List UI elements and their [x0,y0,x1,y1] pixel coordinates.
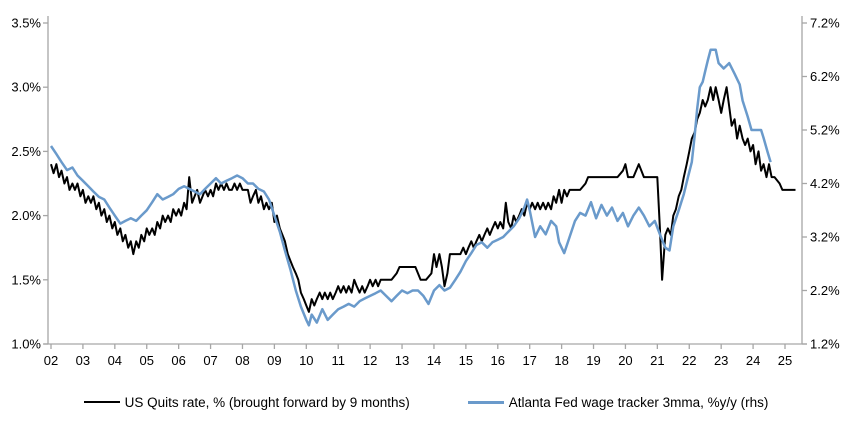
y-right-tick-label: 4.2% [810,176,840,191]
x-tick-label: 03 [76,353,90,368]
y-left-tick-label: 2.5% [11,144,41,159]
y-right-tick-label: 1.2% [810,337,840,352]
x-tick-label: 16 [491,353,505,368]
y-left-tick-label: 1.0% [11,337,41,352]
x-tick-label: 14 [427,353,441,368]
y-left-tick-label: 1.5% [11,272,41,287]
x-tick-label: 21 [650,353,664,368]
wage-tracker-series-line [49,48,772,327]
x-tick-label: 06 [171,353,185,368]
x-tick-label: 09 [267,353,281,368]
x-tick-label: 23 [714,353,728,368]
y-left-tick-label: 3.5% [11,16,41,31]
x-tick-label: 12 [363,353,377,368]
x-tick-label: 22 [682,353,696,368]
x-tick-label: 02 [44,353,58,368]
x-tick-label: 13 [395,353,409,368]
legend-item-quits: US Quits rate, % (brought forward by 9 m… [83,394,410,410]
y-left-tick-label: 2.0% [11,208,41,223]
x-tick-label: 11 [331,353,345,368]
x-tick-label: 17 [522,353,536,368]
x-tick-label: 05 [140,353,154,368]
x-tick-label: 08 [235,353,249,368]
quits-series-line [50,86,796,313]
chart-legend: US Quits rate, % (brought forward by 9 m… [0,380,852,424]
y-right-tick-label: 7.2% [810,16,840,31]
legend-label-wage-tracker: Atlanta Fed wage tracker 3mma, %y/y (rhs… [508,394,769,410]
quits-line-swatch-icon [83,401,120,403]
y-right-tick-label: 2.2% [810,283,840,298]
x-tick-label: 07 [203,353,217,368]
x-tick-label: 18 [554,353,568,368]
y-right-tick-label: 6.2% [810,69,840,84]
x-tick-label: 10 [299,353,313,368]
x-tick-label: 15 [459,353,473,368]
wage-quits-line-chart: 3.5% 3.0% 2.5% 2.0% 1.5% 1.0% 7.2% 6.2% 5.2% 4.2%… [11,16,840,369]
y-left-tick-label: 3.0% [11,80,41,95]
legend-label-quits: US Quits rate, % (brought forward by 9 m… [124,394,410,410]
legend-item-wage-tracker: Atlanta Fed wage tracker 3mma, %y/y (rhs… [467,394,769,410]
x-tick-label: 04 [108,353,122,368]
x-tick-label: 24 [746,353,760,368]
wage-tracker-line-swatch-icon [467,400,504,404]
y-right-tick-label: 3.2% [810,230,840,245]
x-tick-label: 20 [618,353,632,368]
y-right-tick-label: 5.2% [810,123,840,138]
x-tick-label: 25 [778,353,792,368]
x-tick-label: 19 [586,353,600,368]
